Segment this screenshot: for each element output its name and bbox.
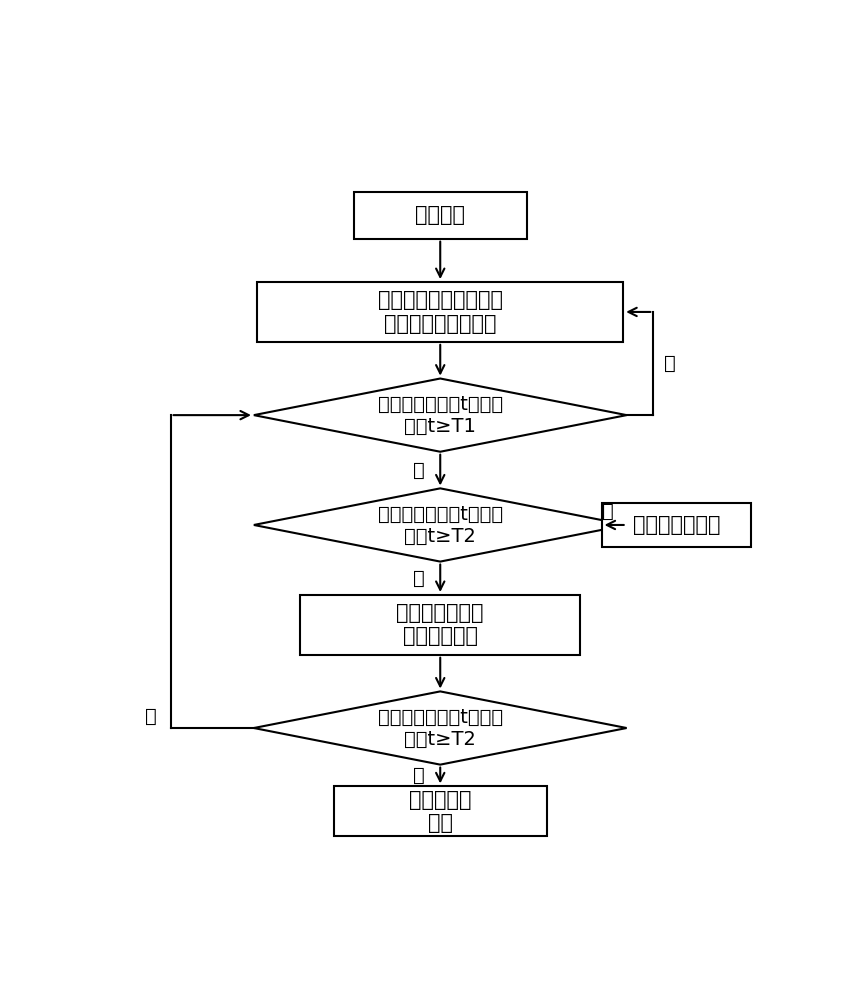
Polygon shape xyxy=(254,691,627,765)
Text: 压缩机停止
运行: 压缩机停止 运行 xyxy=(409,790,472,833)
Text: 冷凝器出水温度t是否满
足：t≥T2: 冷凝器出水温度t是否满 足：t≥T2 xyxy=(378,504,503,545)
Text: 否: 否 xyxy=(145,707,156,726)
Bar xyxy=(601,503,752,547)
Polygon shape xyxy=(254,488,627,562)
Bar xyxy=(354,192,527,239)
Text: 是: 是 xyxy=(413,461,425,480)
Text: 进水阀和第一排水阀开
启，第二排水阀关闭: 进水阀和第一排水阀开 启，第二排水阀关闭 xyxy=(378,290,503,334)
Text: 否: 否 xyxy=(664,354,676,373)
Bar xyxy=(257,282,624,342)
Text: 空调运行: 空调运行 xyxy=(415,205,466,225)
Text: 是: 是 xyxy=(413,569,425,588)
Text: 是: 是 xyxy=(413,766,425,785)
Text: 冷凝器出水温度t是否满
足：t≥T2: 冷凝器出水温度t是否满 足：t≥T2 xyxy=(378,708,503,749)
Bar xyxy=(333,786,547,836)
Text: 开启水泵同时开
启第二排水阀: 开启水泵同时开 启第二排水阀 xyxy=(397,603,484,646)
Text: 冷凝器出水温度t是否满
足：t≥T1: 冷凝器出水温度t是否满 足：t≥T1 xyxy=(378,395,503,436)
Text: 否: 否 xyxy=(601,502,613,521)
Text: 第二排水阀开启: 第二排水阀开启 xyxy=(633,515,721,535)
Polygon shape xyxy=(254,379,627,452)
Bar xyxy=(301,595,580,655)
